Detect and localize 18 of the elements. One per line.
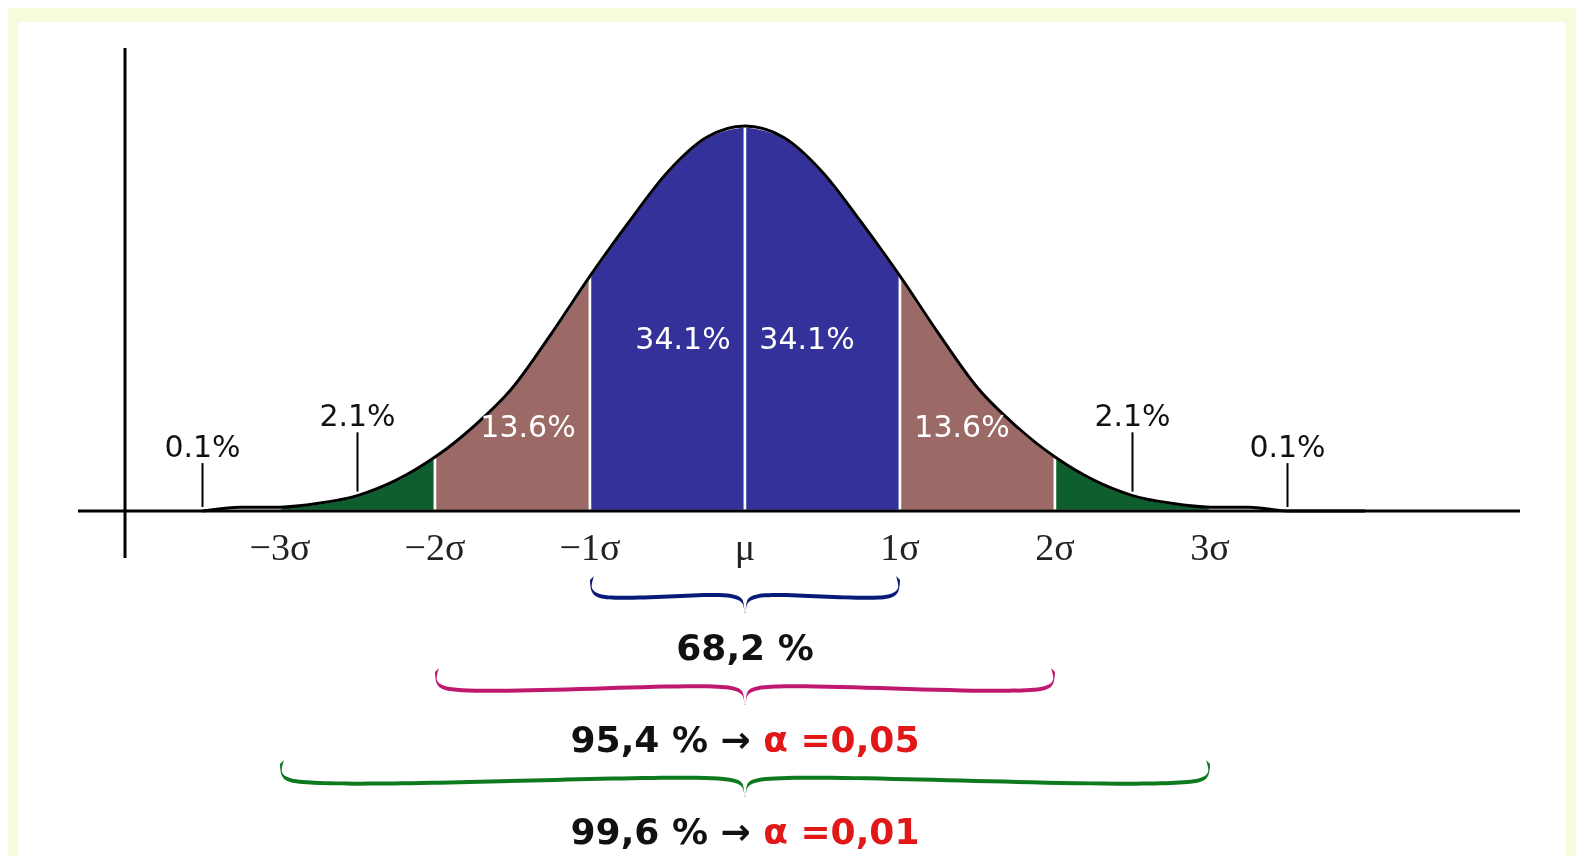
annotation: 2.1%	[319, 398, 396, 434]
text: 68,2 %	[676, 627, 814, 668]
annotation: 13.6%	[480, 408, 576, 444]
annotation: 0.1%	[164, 429, 241, 465]
annotation: 13.6%	[914, 408, 1010, 444]
x-tick-label: −1σ	[559, 526, 621, 568]
x-tick-label: 3σ	[1190, 526, 1230, 568]
x-tick-label: −2σ	[404, 526, 466, 568]
annotation: 34.1%	[759, 321, 855, 357]
text: 95,4 % → α =0,05	[570, 719, 920, 760]
x-tick-label: 1σ	[880, 526, 920, 568]
annotation: 0.1%	[1249, 429, 1326, 465]
x-tick-label: μ	[734, 526, 756, 568]
x-tick-label: −3σ	[249, 526, 311, 568]
text: 99,6 % → α =0,01	[570, 811, 920, 852]
x-tick-label: 2σ	[1035, 526, 1075, 568]
annotation: 34.1%	[635, 321, 731, 357]
annotation: 2.1%	[1094, 398, 1171, 434]
